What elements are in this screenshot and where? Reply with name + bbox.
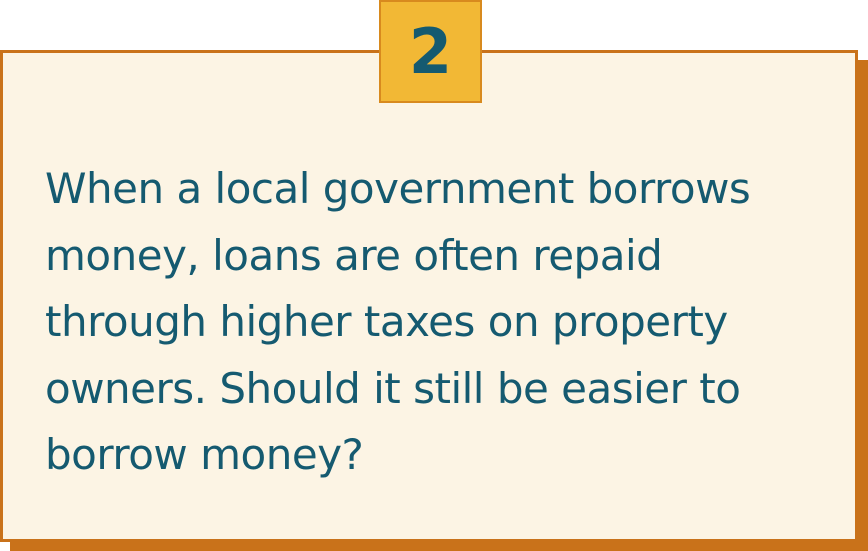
question-line: through higher taxes on property — [45, 297, 728, 346]
number-badge: 2 — [379, 0, 482, 103]
question-line: owners. Should it still be easier to — [45, 363, 741, 413]
badge-number: 2 — [408, 14, 453, 88]
question-card — [0, 50, 858, 542]
question-text: When a local government borrows money, l… — [45, 156, 835, 489]
question-line: borrow money? — [45, 430, 364, 479]
question-line: money, loans are often repaid — [45, 230, 663, 280]
question-line: When a local government borrows — [45, 164, 751, 213]
